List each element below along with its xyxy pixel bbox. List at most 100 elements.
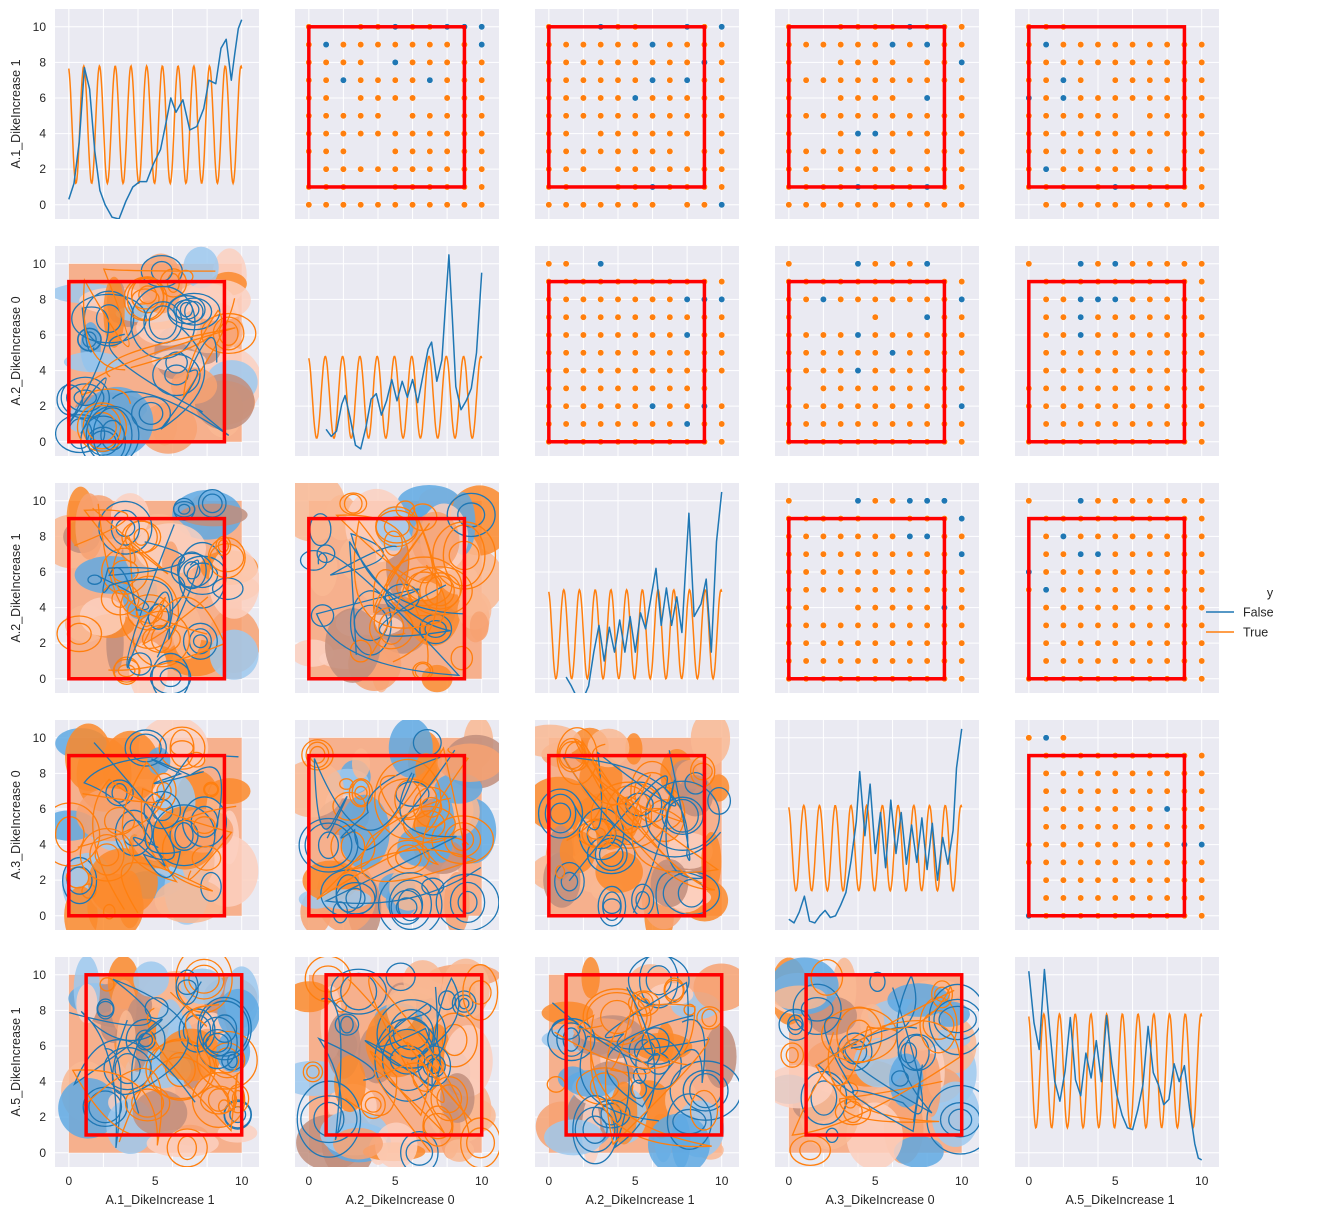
scatter-point-true [1042,604,1050,612]
scatter-point-true [339,58,347,66]
scatter-point-true [958,94,966,102]
scatter-point-true [631,313,639,321]
scatter-point-true [1198,201,1206,209]
scatter-point-true [597,58,605,66]
scatter-point-true [1042,769,1050,777]
scatter-point-true [562,58,570,66]
scatter-point-true [1077,823,1085,831]
kde-contour-false [630,1079,648,1100]
scatter-point-true [1094,94,1102,102]
kde-contour-false [124,729,167,767]
scatter-point-true [597,349,605,357]
kde-contour-true [191,845,222,871]
scatter-point-true [940,201,948,209]
scatter-point-true [1059,384,1067,392]
scatter-point-true [649,130,657,138]
scatter-point-true [923,147,931,155]
scatter-point-true [1094,787,1102,795]
scatter-point-true [1198,876,1206,884]
kde-contour-true [138,285,158,305]
scatter-point-true [1198,331,1206,339]
scatter-point-true [357,94,365,102]
scatter-point-true [1198,657,1206,665]
kde-contour-true [575,1067,634,1106]
kde-contour-false [598,841,624,868]
kde-contour-false [82,331,97,348]
kde-contour-true [834,1098,872,1126]
scatter-point-true [649,165,657,173]
kde-contour-false [800,996,834,1022]
scatter-point-true [1198,787,1206,795]
kde-fill-true [179,503,248,527]
scatter-point-true [614,420,622,428]
kde-contour-false [148,305,178,340]
kde-contour-true [810,959,844,996]
scatter-point-true [322,130,330,138]
scatter-point-true [923,295,931,303]
scatter-point-true [923,165,931,173]
scatter-point-true [357,201,365,209]
kde-contour-true [99,977,115,992]
kde-contour-true [306,1064,320,1079]
scatter-point-true [579,349,587,357]
scatter-point-true [683,94,691,102]
scatter-point-true [614,201,622,209]
highlight-box [324,973,484,1137]
scatter-point-true [958,604,966,612]
scatter-point-true [906,349,914,357]
scatter-point-true [923,349,931,357]
scatter-point-true [889,639,897,647]
scatter-point-true [391,147,399,155]
kde-contour-false [446,492,496,538]
scatter-point-true [1059,313,1067,321]
scatter-point-true [374,165,382,173]
scatter-point-true [322,94,330,102]
kde-contour-true [360,1090,386,1120]
scatter-point-true [597,41,605,49]
scatter-point-true [1111,639,1119,647]
scatter-point-true [1163,165,1171,173]
scatter-point-false [1111,295,1119,303]
scatter-point-true [409,201,417,209]
kde-contour-true [332,791,366,821]
scatter-point-true [1129,858,1137,866]
scatter-point-true [889,94,897,102]
scatter-point-true [1146,497,1154,505]
y-tick-label: 6 [39,328,46,342]
scatter-point-true [1198,147,1206,155]
scatter-point-true [1042,841,1050,849]
scatter-point-false [339,76,347,84]
scatter-point-true [1198,497,1206,505]
kde-contour-false [200,871,222,902]
kde-contour-true [175,957,233,1014]
scatter-point-true [854,147,862,155]
scatter-point-true [837,130,845,138]
scatter-point-true [906,621,914,629]
scatter-point-false [683,76,691,84]
kde-fill-true [581,957,600,999]
scatter-point-true [597,201,605,209]
scatter-point-true [889,497,897,505]
kde-fill-true [469,611,489,641]
scatter-point-true [1198,550,1206,558]
scatter-point-true [631,295,639,303]
scatter-point-true [923,367,931,375]
scatter-point-true [597,402,605,410]
scatter-point-true [666,313,674,321]
scatter-point-true [357,76,365,84]
scatter-point-true [1094,313,1102,321]
scatter-point-true [666,420,674,428]
y-tick-label: 2 [39,1110,46,1124]
scatter-point-true [1094,894,1102,902]
scatter-point-true [1059,823,1067,831]
scatter-point-true [906,41,914,49]
scatter-point-true [339,112,347,120]
scatter-point-true [666,165,674,173]
scatter-point-true [871,331,879,339]
scatter-point-true [443,201,451,209]
scatter-point-true [1111,94,1119,102]
scatter-point-true [545,260,553,268]
scatter-point-true [1163,58,1171,66]
scatter-point-true [579,147,587,155]
scatter-point-true [923,402,931,410]
